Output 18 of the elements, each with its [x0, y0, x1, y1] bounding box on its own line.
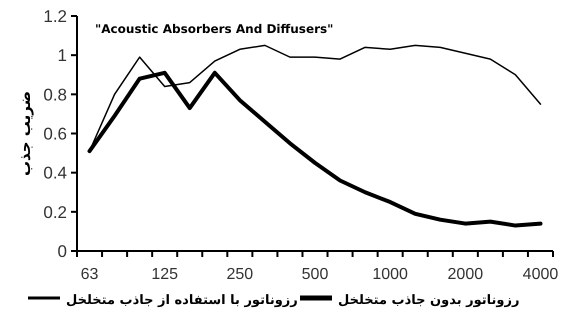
legend-label: رزوناتور بدون جاذب متخلخل — [338, 293, 520, 308]
y-tick-label: 0.6 — [43, 124, 67, 144]
x-tick-label: 500 — [302, 266, 328, 283]
legend-label: رزوناتور با استفاده از جاذب متخلخل — [66, 293, 298, 308]
y-tick-label: 0.8 — [43, 85, 67, 104]
y-tick-label: 1.2 — [43, 7, 67, 26]
y-tick-label: 1 — [58, 46, 67, 66]
x-tick-label: 250 — [226, 266, 254, 283]
x-tick-label: 63 — [80, 266, 99, 283]
y-axis-title: ضریب جذب — [16, 90, 34, 176]
x-tick-label: 125 — [151, 266, 178, 283]
x-tick-label: 1000 — [372, 266, 408, 283]
y-tick-label: 0 — [58, 242, 67, 261]
y-tick-label: 0.2 — [43, 202, 67, 222]
x-tick-label: 2000 — [448, 266, 484, 283]
x-tick-label: 4000 — [522, 266, 558, 283]
y-tick-label: 0.4 — [43, 164, 67, 183]
annotation: "Acoustic Absorbers And Diffusers" — [95, 22, 334, 36]
